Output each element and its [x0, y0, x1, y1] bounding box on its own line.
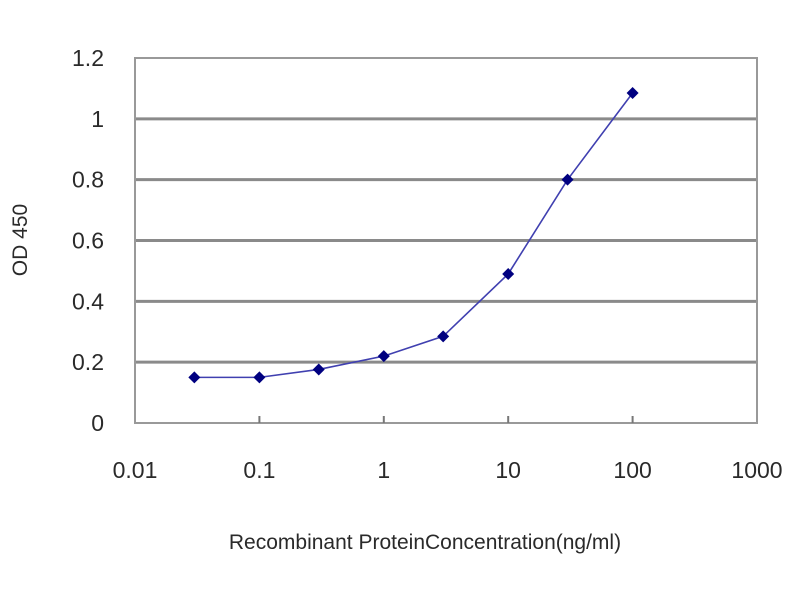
x-tick-label: 10	[495, 457, 521, 483]
y-tick-label: 1.2	[72, 45, 104, 71]
y-tick-label: 0.4	[72, 288, 104, 314]
y-axis: 0 0.2 0.4 0.6 0.8 1 1.2	[72, 45, 104, 436]
data-point	[626, 86, 639, 99]
data-point	[188, 371, 201, 384]
y-tick-label: 0.2	[72, 349, 104, 375]
series	[188, 86, 639, 384]
data-point	[561, 173, 574, 186]
x-axis: 0.01 0.1 1 10 100 1000	[113, 416, 783, 483]
series-line	[194, 92, 634, 379]
data-point	[502, 267, 515, 280]
plot-area-border	[134, 57, 758, 424]
data-point	[253, 371, 266, 384]
data-point	[377, 350, 390, 363]
x-tick-label: 0.01	[113, 457, 158, 483]
y-tick-label: 0.8	[72, 167, 104, 193]
data-point	[437, 330, 450, 343]
x-tick-label: 1	[377, 457, 390, 483]
gridlines	[135, 117, 757, 364]
y-tick-label: 1	[91, 106, 104, 132]
x-tick-label: 1000	[731, 457, 782, 483]
y-tick-label: 0	[91, 410, 104, 436]
y-axis-label: OD 450	[9, 204, 32, 276]
x-tick-label: 100	[613, 457, 651, 483]
y-tick-label: 0.6	[72, 228, 104, 254]
x-tick-label: 0.1	[243, 457, 275, 483]
x-axis-label: Recombinant ProteinConcentration(ng/ml)	[229, 531, 621, 554]
data-point	[312, 363, 325, 376]
